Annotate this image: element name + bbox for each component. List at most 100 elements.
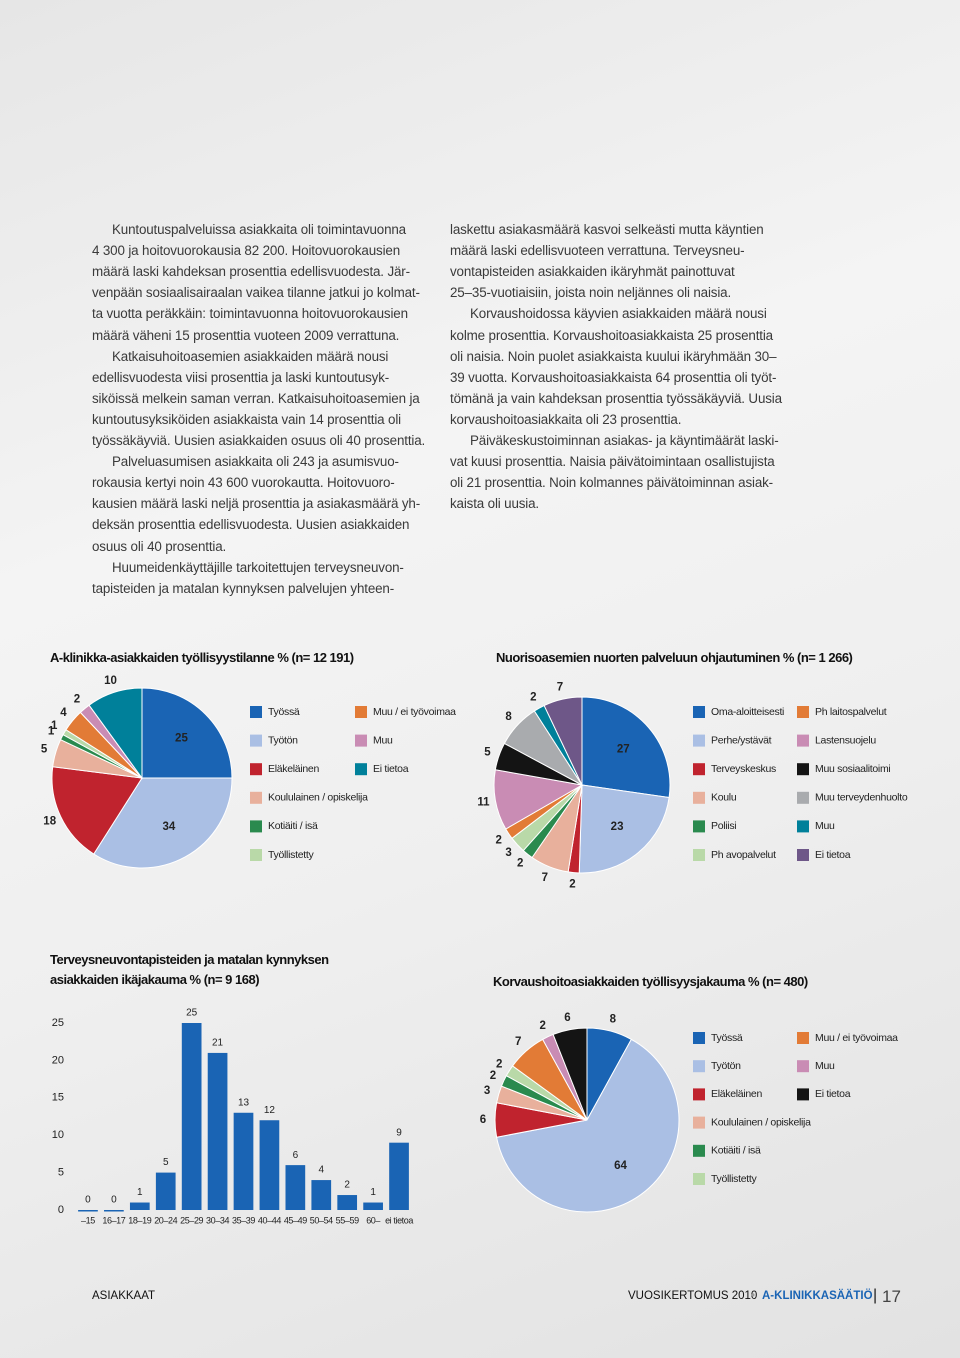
legend-swatch (355, 763, 367, 776)
y-tick-label: 10 (52, 1129, 64, 1141)
chart-title: Nuorisoasemien nuorten palveluun ohjautu… (496, 650, 853, 665)
data-label: 3 (505, 847, 511, 859)
legend-label: Poliisi (711, 820, 736, 832)
data-label: 13 (238, 1097, 250, 1108)
data-label: 7 (542, 872, 548, 884)
pie-slice (88, 687, 143, 780)
legend-label: Työllistetty (268, 849, 314, 861)
text-line: määrä väheni 15 prosenttia vuoteen 2009 … (92, 327, 400, 343)
data-label: 4 (318, 1165, 324, 1176)
x-tick-label: 30–34 (206, 1215, 229, 1225)
data-label: 21 (212, 1038, 224, 1049)
legend-label: Lastensuojelu (815, 734, 876, 746)
pie-slice (578, 784, 670, 874)
x-tick-label: 45–49 (284, 1215, 307, 1225)
bar (207, 1052, 228, 1210)
chart-title: Korvaushoitoasiakkaiden työllisyysjakaum… (493, 974, 808, 989)
x-tick-label: –15 (81, 1215, 95, 1225)
data-label: 0 (111, 1195, 117, 1206)
legend-swatch (797, 763, 809, 776)
legend-label: Työllistetty (711, 1173, 757, 1185)
data-label: 1 (370, 1187, 376, 1198)
text-line: siköissä melkein saman verran. Katkaisuh… (92, 390, 420, 406)
data-label: 2 (490, 1070, 496, 1082)
data-label: 25 (186, 1008, 198, 1019)
data-label: 34 (162, 821, 175, 833)
y-tick-label: 25 (52, 1017, 64, 1029)
legend-label: Työssä (268, 706, 300, 718)
data-label: 12 (264, 1105, 276, 1116)
pie-slice (552, 1027, 588, 1121)
legend-swatch (797, 1060, 809, 1073)
legend-swatch (693, 1116, 705, 1129)
data-label: 1 (137, 1187, 143, 1198)
data-label: 2 (530, 692, 536, 704)
pie-slice (141, 687, 233, 779)
data-label: 2 (74, 693, 80, 705)
legend-swatch (693, 1173, 705, 1185)
data-label: 1 (51, 720, 58, 732)
chart-title: Terveysneuvontapisteiden ja matalan kynn… (50, 952, 329, 987)
data-label: 8 (610, 1013, 617, 1025)
bar (155, 1172, 176, 1210)
legend-label: Muu / ei työvoimaa (815, 1032, 898, 1044)
x-tick-label: 18–19 (128, 1215, 151, 1225)
data-label: 6 (293, 1150, 299, 1161)
footer-org: A-KLINIKKASÄÄTIÖ (762, 1290, 873, 1302)
data-label: 9 (396, 1127, 402, 1138)
data-label: 23 (611, 821, 624, 833)
legend-label: Koululainen / opiskelija (268, 792, 368, 804)
y-tick-label: 15 (52, 1092, 64, 1104)
text-line: 4 300 ja hoitovuorokausia 82 200. Hoitov… (92, 243, 400, 259)
data-label: 64 (614, 1160, 627, 1172)
bar (337, 1195, 358, 1210)
y-tick-label: 0 (58, 1204, 64, 1216)
text-line: Palveluasumisen asiakkaita oli 243 ja as… (112, 454, 399, 470)
data-label: 5 (163, 1157, 169, 1168)
legend-swatch (797, 849, 809, 861)
bar (104, 1210, 124, 1212)
text-line: vontapisteiden asiakkaiden ikäryhmät pai… (450, 264, 735, 280)
data-label: 2 (569, 879, 575, 891)
legend-swatch (797, 706, 809, 718)
legend-swatch (355, 706, 367, 718)
legend-label: Ei tietoa (815, 1088, 851, 1100)
text-line: kaista oli uusia. (450, 496, 540, 512)
legend-label: Koululainen / opiskelija (711, 1116, 811, 1128)
x-tick-label: ei tietoa (385, 1215, 413, 1225)
legend-label: Ph laitospalvelut (815, 706, 887, 718)
legend-swatch (693, 763, 705, 776)
legend-label: Muu sosiaalitoimi (815, 763, 890, 775)
data-label: 25 (175, 733, 188, 745)
legend-swatch (693, 1144, 705, 1157)
legend-label: Oma-aloitteisesti (711, 706, 784, 718)
data-label: 2 (540, 1020, 546, 1032)
legend-swatch (250, 734, 262, 747)
text-line: rokausia kertyi noin 43 600 vuorokautta.… (92, 475, 395, 491)
text-line: vat kuusi prosenttia. Naisia päivätoimin… (450, 454, 775, 470)
text-line: oli 21 prosenttia. Noin kolmannes päivät… (450, 475, 773, 491)
text-line: kolme prosenttia. Korvaushoitoasiakkaist… (450, 327, 773, 343)
text-line: Päiväkeskustoiminnan asiakas- ja käyntim… (470, 433, 779, 448)
data-label: 18 (43, 815, 56, 827)
legend-label: Muu (815, 1060, 835, 1072)
legend-swatch (250, 791, 262, 804)
legend-label: Perhe/ystävät (711, 734, 772, 746)
legend-label: Muu (815, 820, 835, 832)
chart-title: A-klinikka-asiakkaiden työllisyystilanne… (50, 650, 354, 665)
text-line: tömänä ja vain kahdeksan prosenttia työs… (450, 390, 782, 406)
text-line: laskettu asiakasmäärä kasvoi selkeästi m… (450, 222, 764, 237)
data-label: 4 (60, 707, 67, 719)
text-line: osuus oli 40 prosenttia. (92, 538, 227, 554)
legend-swatch (250, 763, 262, 776)
pie-slice (51, 766, 143, 855)
x-tick-label: 20–24 (154, 1215, 177, 1225)
legend-label: Ei tietoa (815, 849, 851, 861)
data-label: 1 (48, 726, 55, 738)
bar (181, 1023, 202, 1210)
pie-slice (543, 696, 583, 786)
data-label: 5 (484, 746, 491, 758)
data-label: 2 (344, 1180, 350, 1191)
